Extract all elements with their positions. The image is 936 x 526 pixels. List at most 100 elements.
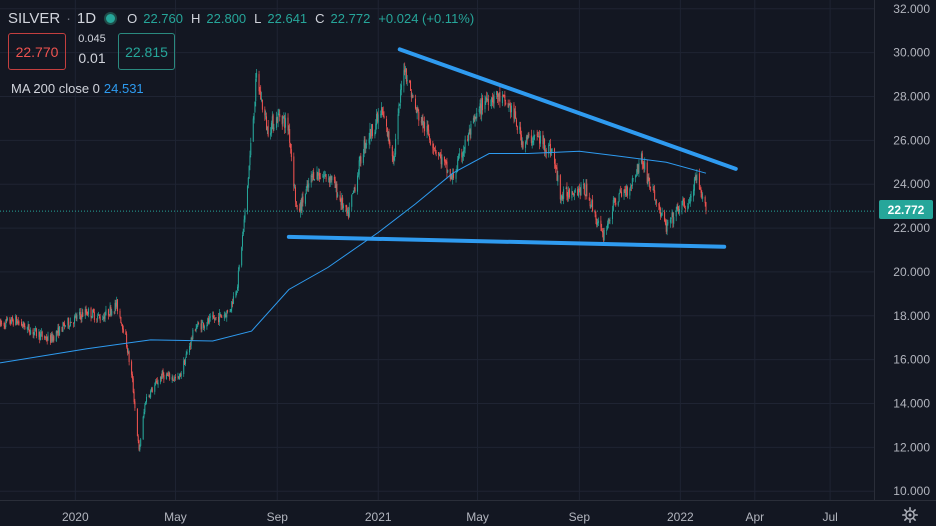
candle-body <box>39 331 41 340</box>
candle-body <box>566 187 568 197</box>
candle-body <box>611 210 613 219</box>
symbol-name[interactable]: SILVER <box>8 9 61 27</box>
candle-body <box>254 101 256 113</box>
candle-body <box>640 153 642 163</box>
candle-body <box>166 374 168 376</box>
candle-body <box>75 315 77 319</box>
ma-legend-value: 24.531 <box>103 81 144 96</box>
candle-body <box>189 345 191 347</box>
sell-button[interactable]: 22.770 <box>8 33 66 70</box>
candle-body <box>113 311 115 313</box>
candle-body <box>693 189 695 197</box>
candle-body <box>428 129 430 136</box>
candle-body <box>496 90 498 96</box>
y-tick-label: 14.000 <box>893 397 930 411</box>
candle-body <box>57 327 59 333</box>
candle-body <box>515 111 517 119</box>
candle-body <box>619 190 621 193</box>
candle-body <box>352 190 354 193</box>
buy-button[interactable]: 22.815 <box>118 33 175 70</box>
candle-body <box>592 199 594 212</box>
candle-body <box>311 176 313 177</box>
candle-body <box>35 328 37 336</box>
candle-body <box>677 206 679 209</box>
candle-body <box>591 200 593 207</box>
open-label: O <box>127 10 138 26</box>
candle-body <box>391 146 393 157</box>
candle-body <box>635 175 637 178</box>
candle-body <box>632 178 634 180</box>
y-tick-label: 28.000 <box>893 89 930 103</box>
candle-body <box>550 151 552 156</box>
candle-body <box>305 188 307 195</box>
candle-body <box>696 174 698 181</box>
candle-body <box>626 187 628 196</box>
candle-body <box>557 175 559 182</box>
candle-body <box>223 314 225 318</box>
candle-body <box>319 177 321 179</box>
candle-body <box>179 373 181 377</box>
candle-body <box>156 380 158 385</box>
candle-body <box>110 307 112 315</box>
candle-body <box>394 153 396 156</box>
trendlines[interactable] <box>286 47 738 249</box>
candle-body <box>684 207 686 209</box>
candle-body <box>602 231 604 233</box>
candle-body <box>168 372 170 375</box>
candle-body <box>109 306 111 315</box>
candle-body <box>333 176 335 180</box>
candle-body <box>578 188 580 197</box>
candle-body <box>16 321 18 324</box>
candle-body <box>313 172 315 180</box>
candle-body <box>513 104 515 119</box>
candle-body <box>525 136 527 143</box>
candle-body <box>107 309 109 316</box>
candle-body <box>683 201 685 208</box>
candle-body <box>103 316 105 320</box>
candle-body <box>432 143 434 149</box>
candle-body <box>226 310 228 318</box>
candle-body <box>404 69 406 73</box>
candle-body <box>26 327 28 330</box>
candle-body <box>330 176 332 181</box>
candle-body <box>353 187 355 190</box>
candle-body <box>325 174 327 179</box>
y-tick-label: 20.000 <box>893 265 930 279</box>
candle-body <box>218 312 220 323</box>
candle-body <box>28 324 30 332</box>
support-trendline[interactable] <box>286 234 727 249</box>
candle-body <box>209 316 211 318</box>
price-axis[interactable]: 32.000 30.000 28.000 26.000 24.000 22.000 20.0… <box>874 0 931 500</box>
gear-icon[interactable] <box>902 507 918 523</box>
resistance-trendline[interactable] <box>397 47 738 171</box>
candle-body <box>672 212 674 223</box>
candle-body <box>51 334 53 341</box>
candle-body <box>318 173 320 175</box>
candle-body <box>646 162 648 184</box>
candle-body <box>165 374 167 379</box>
candle-body <box>121 323 123 325</box>
candle-body <box>661 212 663 216</box>
candle-body <box>399 104 401 106</box>
candle-body <box>621 191 623 197</box>
candle-body <box>357 174 359 176</box>
candle-body <box>197 322 199 327</box>
candle-body <box>543 139 545 145</box>
candle-body <box>114 302 116 312</box>
candle-body <box>427 125 429 131</box>
candle-body <box>395 138 397 155</box>
candle-body <box>594 210 596 214</box>
symbol-header[interactable]: SILVER · 1D O 22.760 H 22.800 L 22.641 C 22.… <box>8 8 474 28</box>
candle-body <box>463 149 465 152</box>
ma-legend[interactable]: MA 200 close 0 24.531 <box>11 81 144 96</box>
candle-body <box>33 332 35 335</box>
candle-body <box>480 104 482 115</box>
candle-body <box>688 202 690 204</box>
candle-body <box>637 164 639 173</box>
time-axis[interactable]: 2020 May Sep 2021 May Sep 2022 Apr Jul <box>0 500 936 525</box>
candle-body <box>670 218 672 220</box>
interval-label[interactable]: 1D <box>76 9 97 27</box>
candle-body <box>160 376 162 379</box>
candle-body <box>470 124 472 135</box>
